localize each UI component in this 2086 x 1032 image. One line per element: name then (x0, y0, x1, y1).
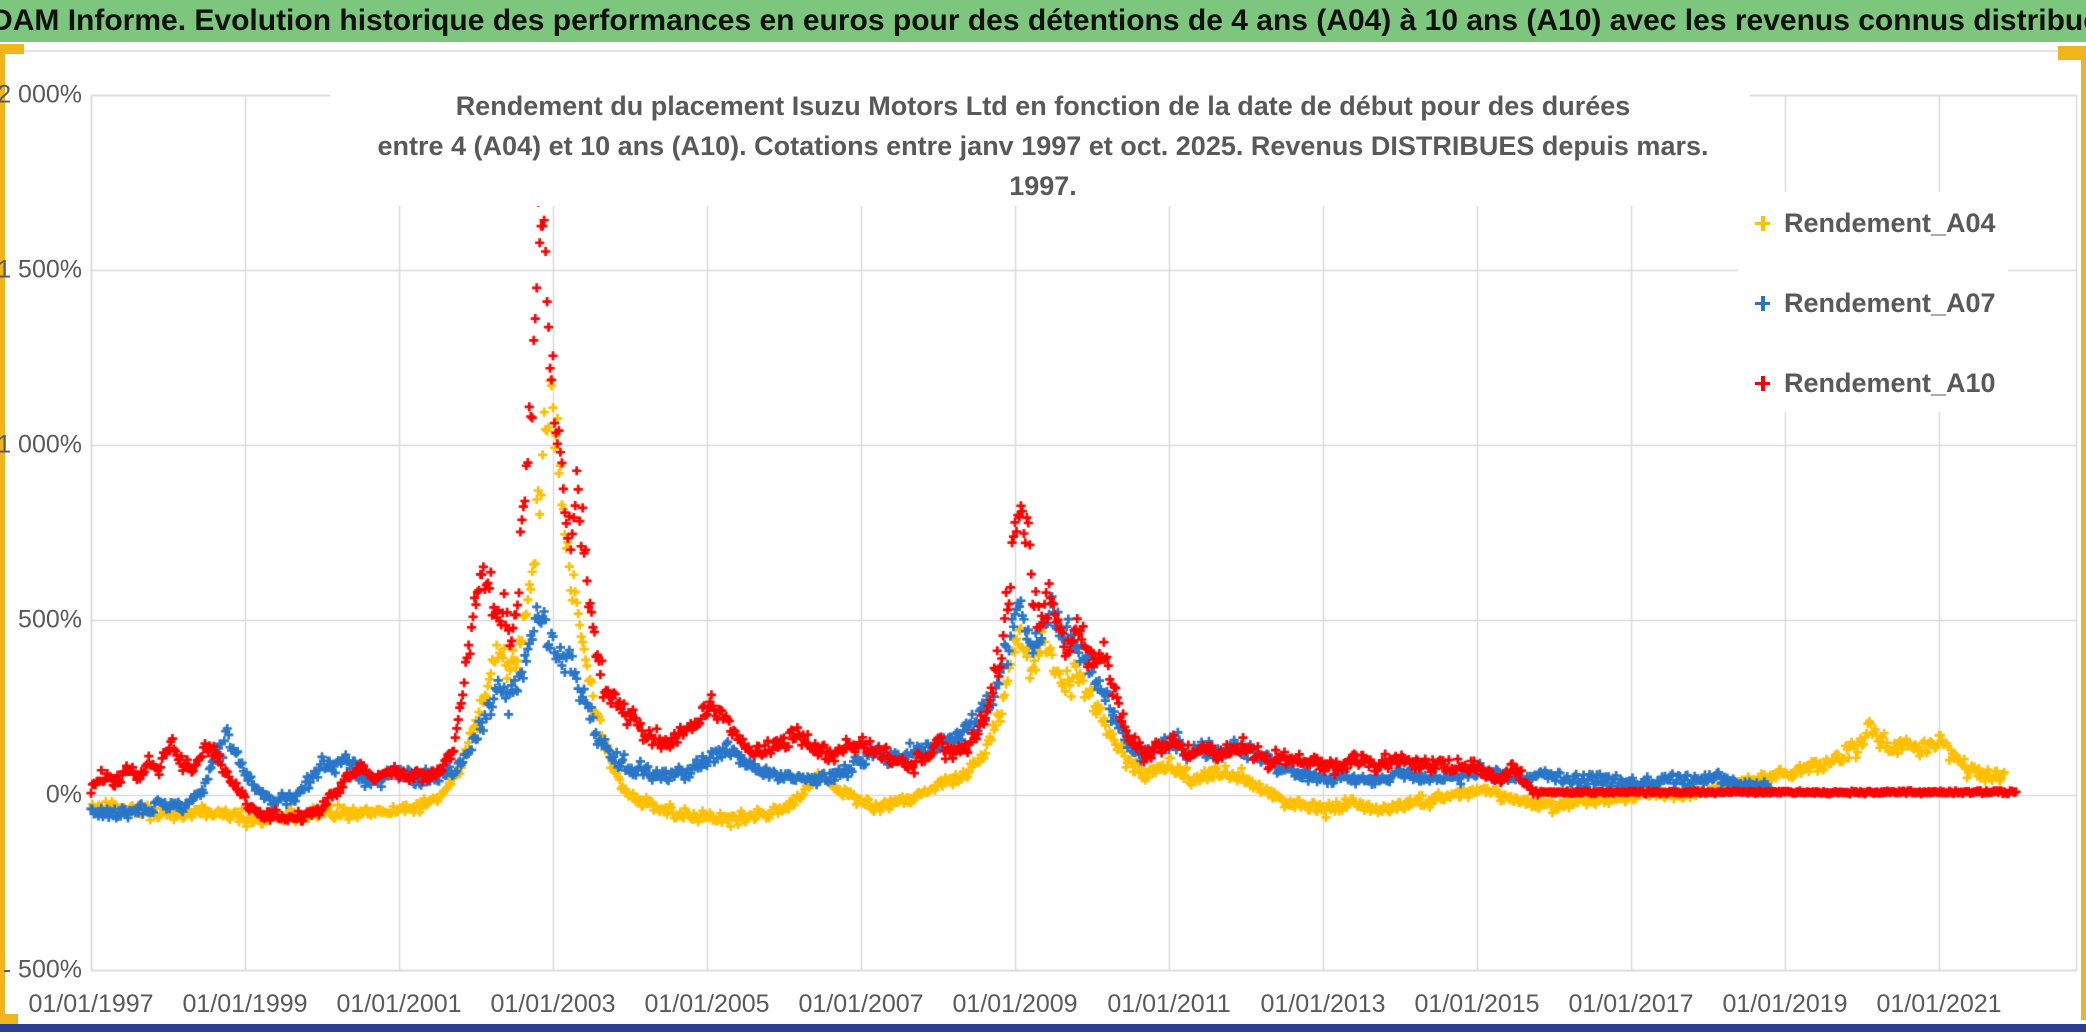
y-axis-label: 1 000% (0, 430, 82, 459)
legend-item-rendement_a07[interactable]: Rendement_A07 (1755, 288, 1996, 318)
x-axis-label: 01/01/2011 (1107, 990, 1231, 1018)
x-axis-label: 01/01/2001 (336, 990, 462, 1018)
x-axis-label: 01/01/2003 (490, 990, 616, 1018)
x-axis-label: 01/01/2019 (1722, 990, 1848, 1018)
legend-item-rendement_a04[interactable]: Rendement_A04 (1755, 208, 1996, 238)
chart-title-line2: entre 4 (A04) et 10 ans (A10). Cotations… (377, 131, 1709, 201)
legend-label: Rendement_A04 (1784, 207, 1996, 238)
y-axis-label: 0% (45, 780, 82, 809)
y-axis-label: 500% (18, 605, 82, 634)
header-bar: ADAM Informe. Evolution historique des p… (0, 0, 2086, 42)
legend-item-rendement_a10[interactable]: Rendement_A10 (1755, 368, 1996, 398)
x-axis-label: 01/01/2021 (1876, 990, 2002, 1018)
x-axis-label: 01/01/1999 (182, 990, 308, 1018)
x-axis-label: 01/01/2013 (1260, 990, 1386, 1018)
chart-title: Rendement du placement Isuzu Motors Ltd … (343, 86, 1743, 206)
y-axis-label: 2 000% (0, 80, 82, 109)
accent-top-left (0, 44, 24, 54)
plus-marker-icon (1755, 215, 1770, 231)
footer-bar (0, 1024, 2086, 1032)
x-axis-label: 01/01/2007 (798, 990, 924, 1018)
x-axis-label: 01/01/2017 (1568, 990, 1694, 1018)
y-axis-label: 1 500% (0, 255, 82, 284)
x-axis-label: 01/01/1997 (28, 990, 154, 1018)
plus-marker-icon (1755, 295, 1770, 311)
plus-marker-icon (1755, 375, 1770, 391)
legend-label: Rendement_A10 (1784, 367, 1996, 398)
accent-left-strip (0, 54, 5, 1020)
x-axis-label: 01/01/2005 (644, 990, 770, 1018)
legend-label: Rendement_A07 (1784, 287, 1996, 318)
x-axis-label: 01/01/2009 (952, 990, 1078, 1018)
accent-top-right (2058, 46, 2086, 60)
chart-title-line1: Rendement du placement Isuzu Motors Ltd … (455, 91, 1631, 121)
x-axis-label: 01/01/2015 (1414, 990, 1540, 1018)
header-title: ADAM Informe. Evolution historique des p… (0, 4, 2086, 37)
chart-legend: Rendement_A04 Rendement_A07 Rendement_A10 (1745, 196, 2005, 412)
window-divider (0, 50, 2086, 52)
y-axis-label: - 500% (2, 955, 82, 984)
accent-bottom-left (0, 1014, 18, 1026)
accent-right-strip (2081, 58, 2086, 1020)
